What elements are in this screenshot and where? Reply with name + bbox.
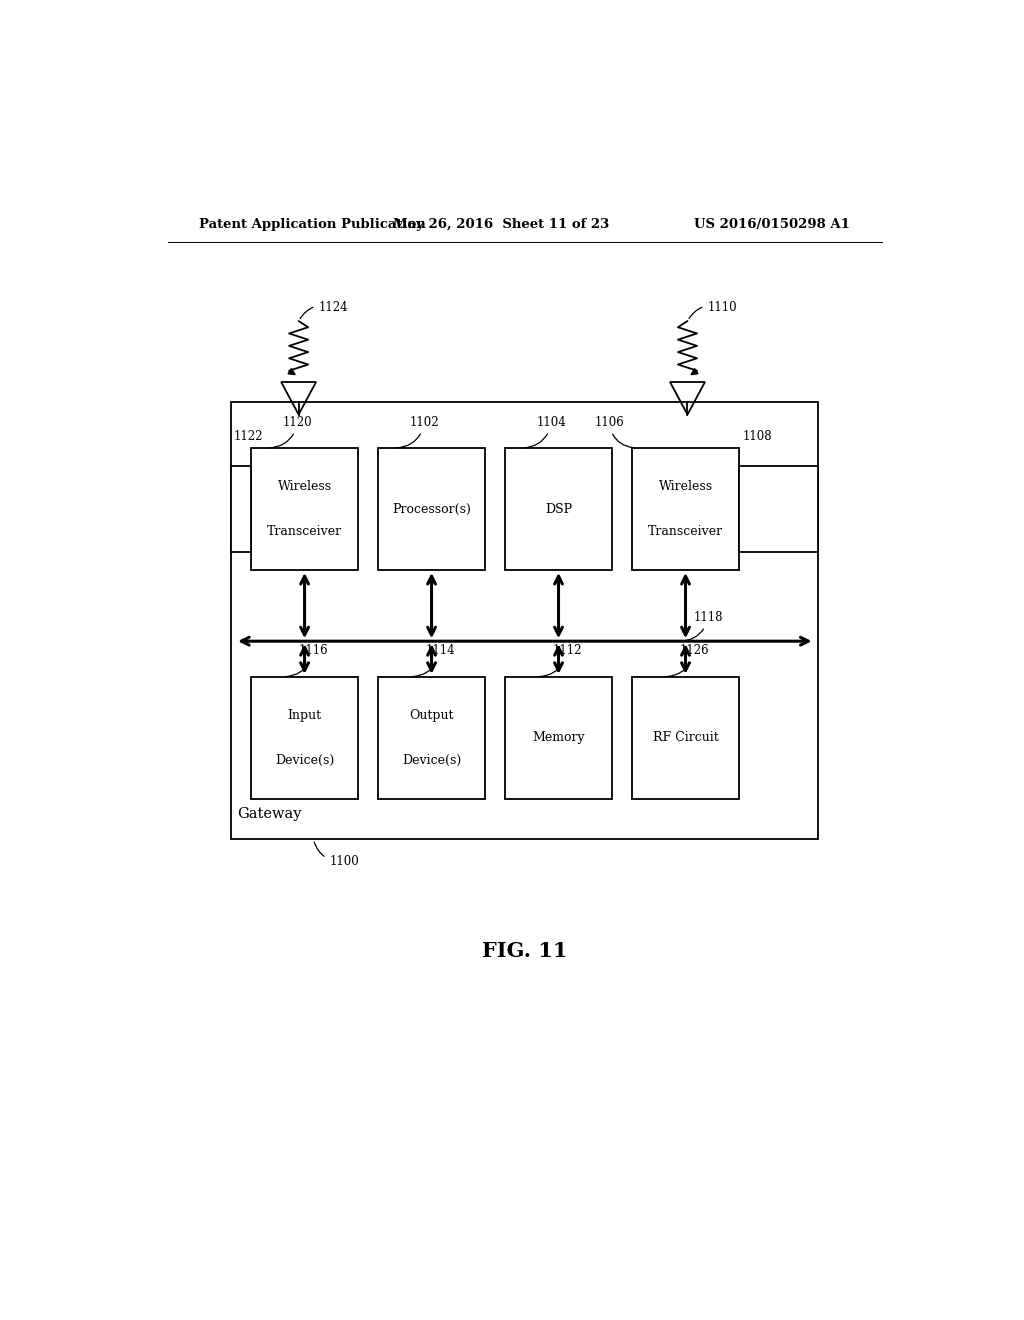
Text: Output: Output [410, 709, 454, 722]
Text: Device(s): Device(s) [275, 754, 334, 767]
Text: 1114: 1114 [413, 644, 456, 677]
Text: Patent Application Publication: Patent Application Publication [200, 218, 426, 231]
Text: 1126: 1126 [667, 644, 710, 677]
Text: Transceiver: Transceiver [648, 525, 723, 539]
Bar [251, 677, 358, 799]
Text: DSP: DSP [545, 503, 572, 516]
Text: 1102: 1102 [396, 416, 439, 447]
Bar [632, 677, 739, 799]
Text: Processor(s): Processor(s) [392, 503, 471, 516]
Text: US 2016/0150298 A1: US 2016/0150298 A1 [694, 218, 850, 231]
Text: 1112: 1112 [540, 644, 582, 677]
Bar [739, 466, 818, 552]
Text: RF Circuit: RF Circuit [652, 731, 719, 744]
Text: Gateway: Gateway [238, 807, 302, 821]
Text: 1124: 1124 [300, 301, 348, 318]
Bar [505, 447, 612, 570]
Text: 1100: 1100 [314, 842, 359, 867]
Bar [378, 677, 485, 799]
Bar [231, 403, 818, 840]
Text: 1120: 1120 [269, 416, 312, 447]
Text: Wireless: Wireless [658, 480, 713, 494]
Text: Transceiver: Transceiver [267, 525, 342, 539]
Text: 1116: 1116 [286, 644, 329, 677]
Text: May 26, 2016  Sheet 11 of 23: May 26, 2016 Sheet 11 of 23 [393, 218, 609, 231]
Bar [378, 447, 485, 570]
Text: 1108: 1108 [743, 430, 773, 444]
Bar [632, 447, 739, 570]
Text: FIG. 11: FIG. 11 [482, 941, 567, 961]
Text: 1104: 1104 [523, 416, 566, 447]
Text: Memory: Memory [532, 731, 585, 744]
Text: Input: Input [288, 709, 322, 722]
Bar [231, 466, 251, 552]
Bar [505, 677, 612, 799]
Text: 1106: 1106 [594, 416, 633, 447]
Text: Device(s): Device(s) [402, 754, 461, 767]
Text: 1122: 1122 [233, 430, 263, 444]
Text: 1110: 1110 [689, 301, 737, 318]
Bar [251, 447, 358, 570]
Text: Wireless: Wireless [278, 480, 332, 494]
Text: 1118: 1118 [680, 611, 723, 642]
